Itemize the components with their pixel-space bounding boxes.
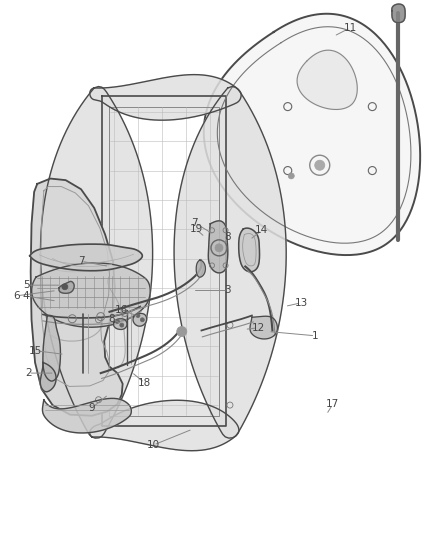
- Polygon shape: [196, 260, 205, 277]
- Polygon shape: [40, 362, 56, 392]
- Polygon shape: [30, 244, 142, 271]
- Polygon shape: [174, 86, 286, 438]
- Polygon shape: [43, 316, 60, 381]
- Polygon shape: [392, 4, 405, 23]
- Text: 3: 3: [224, 286, 231, 295]
- Text: 8: 8: [224, 232, 231, 242]
- Text: 2: 2: [25, 368, 32, 378]
- Text: 9: 9: [88, 403, 95, 413]
- Polygon shape: [90, 400, 239, 451]
- Circle shape: [288, 173, 294, 179]
- Text: 5: 5: [23, 280, 30, 290]
- Polygon shape: [90, 75, 241, 120]
- Polygon shape: [113, 319, 127, 329]
- Polygon shape: [42, 398, 131, 433]
- Polygon shape: [208, 221, 228, 273]
- Circle shape: [120, 323, 124, 327]
- Circle shape: [315, 160, 325, 170]
- Text: 7: 7: [191, 218, 198, 228]
- Text: 13: 13: [295, 298, 308, 308]
- Text: 4: 4: [22, 291, 29, 301]
- Text: 12: 12: [252, 323, 265, 333]
- Text: 8: 8: [108, 314, 115, 324]
- Text: 15: 15: [29, 346, 42, 356]
- Text: 7: 7: [78, 256, 85, 266]
- Text: 11: 11: [344, 23, 357, 33]
- Polygon shape: [250, 316, 277, 339]
- Text: 18: 18: [138, 378, 151, 387]
- Text: 19: 19: [190, 224, 203, 234]
- Text: 10: 10: [147, 440, 160, 450]
- Polygon shape: [59, 281, 74, 293]
- Polygon shape: [204, 14, 420, 255]
- Text: 6: 6: [13, 291, 20, 301]
- Polygon shape: [239, 228, 260, 272]
- Text: 17: 17: [326, 399, 339, 409]
- Circle shape: [140, 318, 145, 322]
- Polygon shape: [31, 179, 123, 416]
- Circle shape: [115, 319, 120, 324]
- Polygon shape: [40, 86, 152, 438]
- Circle shape: [62, 284, 68, 290]
- Polygon shape: [133, 313, 147, 326]
- Circle shape: [177, 327, 187, 336]
- Circle shape: [215, 244, 223, 252]
- Text: 16: 16: [115, 305, 128, 315]
- Text: 1: 1: [312, 331, 319, 341]
- Polygon shape: [32, 263, 150, 327]
- Polygon shape: [297, 50, 357, 109]
- Text: 14: 14: [255, 225, 268, 235]
- Circle shape: [136, 313, 140, 318]
